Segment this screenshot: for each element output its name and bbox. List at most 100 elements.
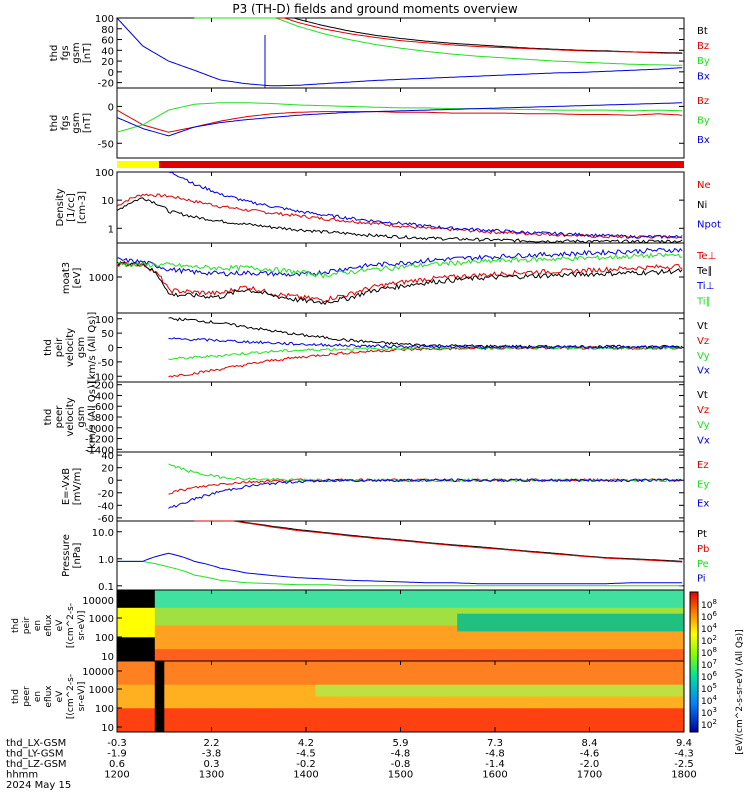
spectrogram-cell <box>287 625 297 632</box>
spectrogram-cell <box>164 590 175 597</box>
spectrogram-cell <box>466 661 477 668</box>
legend-vz: Vz <box>697 336 709 347</box>
spectrogram-cell <box>239 637 250 644</box>
spectrogram-cell <box>202 672 212 680</box>
spectrogram-cell <box>164 607 175 615</box>
spectrogram-cell <box>599 678 609 686</box>
spectrogram-cell <box>287 590 297 597</box>
spectrogram-cell <box>608 625 619 632</box>
spectrogram-cell <box>617 637 628 644</box>
spectrogram-cell <box>362 655 373 662</box>
spectrogram-cell <box>513 702 524 709</box>
series-line-bx <box>116 102 683 137</box>
spectrogram-cell <box>202 631 212 638</box>
spectrogram-cell <box>334 708 345 715</box>
spectrogram-cell <box>192 625 203 632</box>
spectrogram-cell <box>183 643 194 650</box>
series-line-pi <box>117 552 683 585</box>
spectrogram-cell <box>438 702 449 709</box>
spectrogram-cell <box>353 601 364 609</box>
spectrogram-cell <box>570 726 581 733</box>
spectrogram-cell <box>599 714 609 721</box>
spectrogram-cell <box>192 666 203 674</box>
spectrogram-cell <box>249 672 260 680</box>
series-line-ti <box>116 252 683 279</box>
series-line-pe <box>117 560 683 587</box>
spectrogram-cell <box>117 631 127 638</box>
spectrogram-cell <box>249 666 260 674</box>
spectrogram-cell <box>532 726 543 733</box>
x-row-value: 5.9 <box>393 738 409 749</box>
legend-te: Te⊥ <box>696 251 716 262</box>
legend-bt: Bt <box>697 26 708 37</box>
spectrogram-cell <box>655 613 666 621</box>
spectrogram-cell <box>343 708 354 715</box>
spectrogram-cell <box>154 631 165 638</box>
y-tick-label: 10 <box>101 652 114 663</box>
y-tick-label: 80 <box>101 25 114 36</box>
spectrogram-cell <box>485 607 496 615</box>
spectrogram-cell <box>636 590 647 597</box>
spectrogram-cell <box>173 631 184 638</box>
spectrogram-cell <box>154 696 165 703</box>
spectrogram-cell <box>495 690 505 697</box>
spectrogram-cell <box>551 619 562 626</box>
spectrogram-cell <box>277 661 288 668</box>
spectrogram-cell <box>447 708 458 715</box>
spectrogram-cell <box>381 666 392 674</box>
spectrogram-cell <box>504 655 515 662</box>
spectrogram-cell <box>485 708 496 715</box>
spectrogram-cell <box>542 607 553 615</box>
spectrogram-cell <box>192 726 203 733</box>
spectrogram-cell <box>126 643 137 650</box>
spectrogram-cell <box>627 649 638 656</box>
spectrogram-cell <box>655 684 666 692</box>
spectrogram-cell <box>636 690 647 697</box>
spectrogram-cell <box>485 655 496 662</box>
spectrogram-cell <box>409 661 420 668</box>
spectrogram-cell <box>249 661 260 668</box>
spectrogram-cell <box>599 607 609 615</box>
spectrogram-cell <box>466 696 477 703</box>
spectrogram-cell <box>183 590 194 597</box>
spectrogram-cell <box>239 684 250 692</box>
spectrogram-cell <box>126 720 137 727</box>
colorbar-tick-label: 105 <box>701 682 717 695</box>
spectrogram-cell <box>665 619 675 626</box>
spectrogram-cell <box>192 678 203 686</box>
spectrogram-cell <box>495 720 505 727</box>
spectrogram-cell <box>324 708 335 715</box>
spectrogram-cell <box>570 631 581 638</box>
spectrogram-cell <box>117 726 127 733</box>
spectrogram-cell <box>192 649 203 656</box>
spectrogram-cell <box>324 643 335 650</box>
spectrogram-cell <box>419 661 430 668</box>
spectrogram-cell <box>655 619 666 626</box>
spectrogram-cell <box>457 625 468 632</box>
spectrogram-cell <box>599 684 609 692</box>
legend-vx: Vx <box>697 366 710 377</box>
spectrogram-cell <box>551 714 562 721</box>
spectrogram-cell <box>117 672 127 680</box>
spectrogram-cell <box>466 655 477 662</box>
spectrogram-cell <box>551 678 562 686</box>
spectrogram-cell <box>655 678 666 686</box>
colorbar-tick-label: 104 <box>701 622 717 635</box>
spectrogram-cell <box>447 590 458 597</box>
spectrogram-cell <box>646 678 657 686</box>
spectrogram-cell <box>239 661 250 668</box>
panel-8 <box>116 520 685 591</box>
spectrogram-cell <box>551 649 562 656</box>
spectrogram-cell <box>447 690 458 697</box>
spectrogram-cell <box>608 678 619 686</box>
spectrogram-cell <box>220 631 231 638</box>
spectrogram-cell <box>126 625 137 632</box>
spectrogram-cell <box>315 643 326 650</box>
spectrogram-cell <box>532 631 543 638</box>
spectrogram-cell <box>211 684 222 692</box>
spectrogram-cell <box>372 714 382 721</box>
spectrogram-cell <box>419 708 430 715</box>
spectrogram-cell <box>334 607 345 615</box>
spectrogram-cell <box>646 590 657 597</box>
spectrogram-cell <box>447 643 458 650</box>
